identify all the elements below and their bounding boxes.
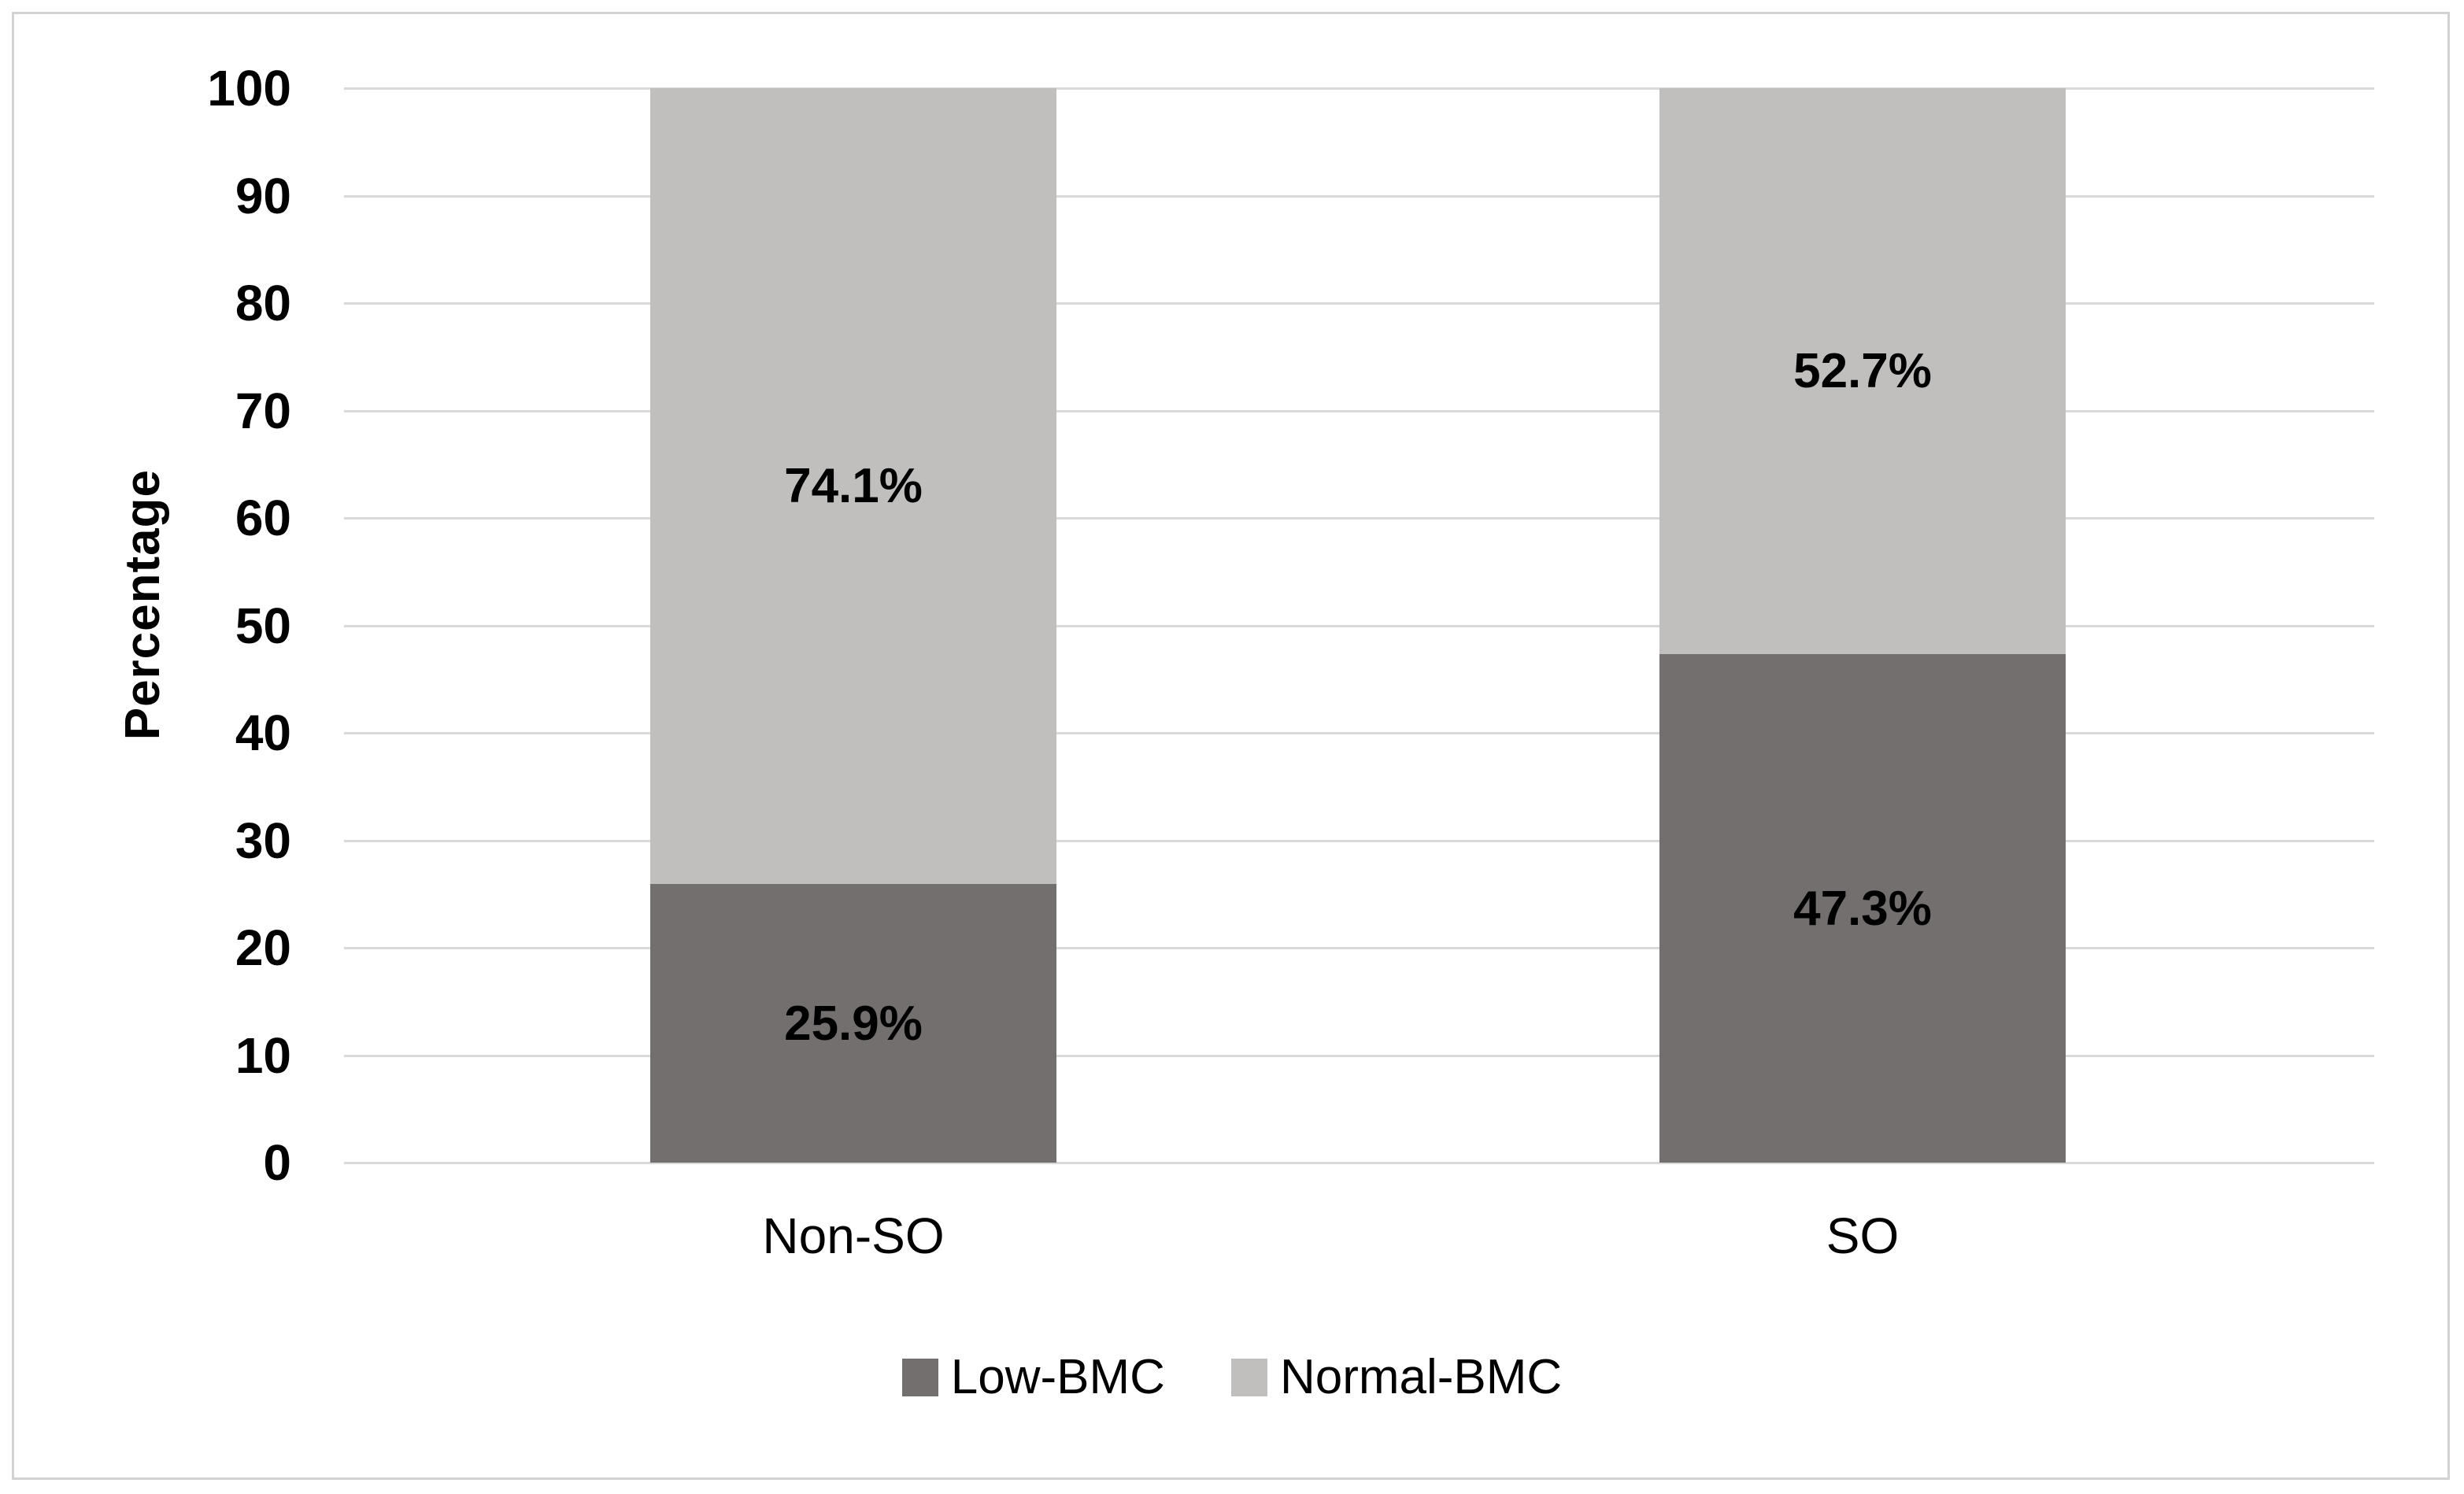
bar-segment-normal-bmc-non-so: 74.1% [650,88,1056,885]
gridline-30 [344,839,2374,842]
y-tick-label-10: 10 [235,1026,291,1084]
legend-item-low-bmc: Low-BMC [901,1348,1165,1407]
gridline-20 [344,947,2374,949]
bar-label-normal-bmc-so: 52.7% [1793,344,1932,399]
y-tick-label-30: 30 [235,812,291,869]
legend-item-normal-bmc: Normal-BMC [1230,1348,1563,1407]
y-tick-label-20: 20 [235,919,291,976]
y-tick-label-100: 100 [207,60,291,116]
gridline-40 [344,732,2374,734]
gridline-50 [344,624,2374,627]
gridline-90 [344,194,2374,198]
y-tick-label-90: 90 [235,167,291,224]
bar-segment-low-bmc-so: 47.3% [1659,654,2066,1163]
bar-label-low-bmc-non-so: 25.9% [784,996,923,1051]
bar-label-normal-bmc-non-so: 74.1% [784,459,923,514]
y-tick-label-60: 60 [235,490,291,546]
y-tick-label-50: 50 [235,597,291,654]
gridline-80 [344,302,2374,305]
y-tick-label-70: 70 [235,382,291,439]
gridline-100 [344,87,2374,90]
gridline-70 [344,409,2374,412]
gridline-0 [344,1162,2374,1164]
legend-swatch-low-bmc [901,1359,938,1396]
gridline-60 [344,517,2374,520]
bar-label-low-bmc-so: 47.3% [1793,881,1932,936]
legend-label-low-bmc: Low-BMC [950,1350,1165,1404]
x-category-label-so: SO [1826,1207,1900,1264]
legend-swatch-normal-bmc [1230,1359,1267,1396]
y-tick-label-40: 40 [235,704,291,761]
bar-segment-normal-bmc-so: 52.7% [1659,88,2066,655]
y-tick-label-0: 0 [263,1134,291,1191]
y-tick-label-80: 80 [235,275,291,331]
gridline-10 [344,1054,2374,1057]
legend-label-normal-bmc: Normal-BMC [1279,1350,1563,1404]
x-category-label-non-so: Non-SO [762,1207,945,1264]
bar-segment-low-bmc-non-so: 25.9% [650,884,1056,1163]
legend: Low-BMC Normal-BMC [0,1348,2464,1407]
